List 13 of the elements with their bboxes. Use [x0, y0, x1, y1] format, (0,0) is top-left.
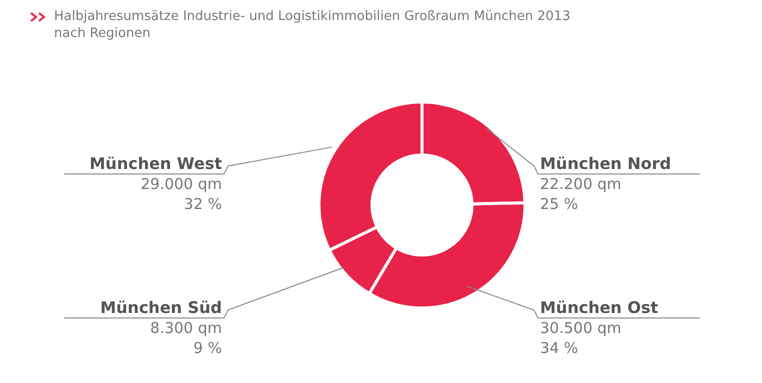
slice-label: München Ost [540, 298, 658, 318]
data-label: 22.200 qm [540, 174, 622, 194]
data-label: 29.000 qm [140, 174, 222, 194]
slice-label: München Süd [100, 298, 222, 318]
text: 32 % [182, 194, 222, 214]
text: 9 % [192, 338, 222, 358]
slice-label: München West [90, 154, 222, 174]
text: 34 % [540, 338, 580, 358]
slice-label: München Nord [540, 154, 672, 174]
data-label: 8.300 qm [149, 318, 222, 338]
data-label: 30.500 qm [540, 318, 622, 338]
text: 25 % [540, 194, 580, 214]
chart-title: Halbjahresumsätze Industrie- und Logistikimmobilien Großraum München 2013 nach Regionen [54, 8, 572, 42]
